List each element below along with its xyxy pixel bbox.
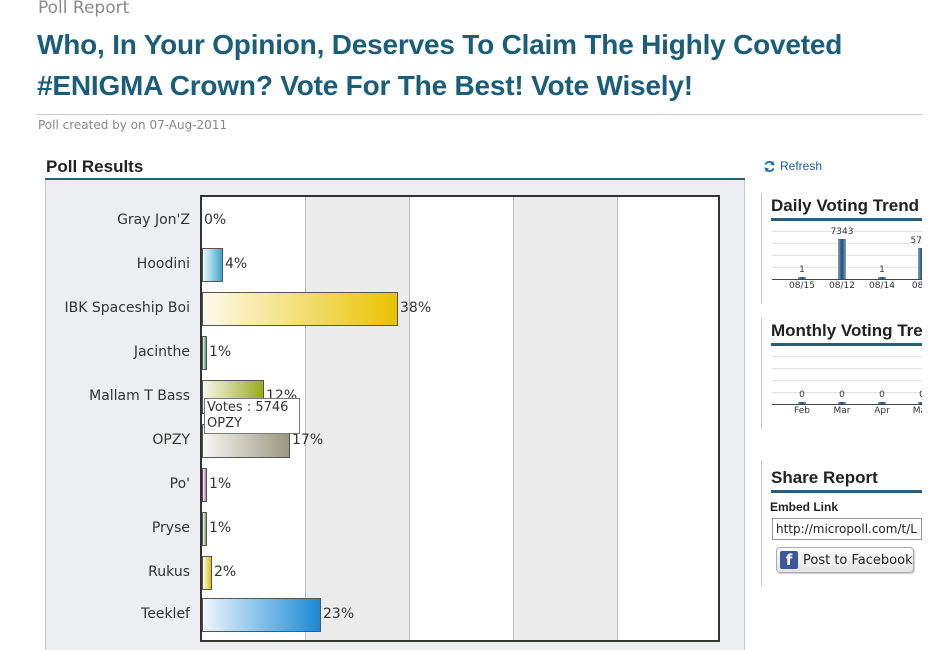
trend-tick-label: 08/1 xyxy=(911,281,922,291)
gridline xyxy=(617,197,618,640)
embed-link-input[interactable] xyxy=(772,518,922,540)
trend-tick-label: May xyxy=(912,406,922,416)
mini-gridline xyxy=(772,380,922,381)
trend-bar xyxy=(798,402,806,404)
trend-value: 0 xyxy=(879,390,885,400)
mini-gridline xyxy=(772,243,922,244)
trend-tick-label: 08/12 xyxy=(829,281,855,291)
category-label: Jacinthe xyxy=(133,344,190,360)
plot-shade xyxy=(305,197,409,640)
trend-tick-label: 08/14 xyxy=(869,281,895,291)
tooltip-votes: Votes : 5746 xyxy=(207,400,289,415)
trend-bar xyxy=(878,402,886,404)
category-label: Gray Jon'Z xyxy=(117,212,190,228)
percent-label: 1% xyxy=(209,344,232,360)
gridline xyxy=(513,197,514,640)
facebook-icon: f xyxy=(780,551,798,569)
monthly-trend-rule xyxy=(771,343,922,346)
trend-tick-label: 08/15 xyxy=(789,281,815,291)
mini-baseline xyxy=(772,279,922,280)
monthly-trend-title: Monthly Voting Trend xyxy=(771,321,922,340)
refresh-icon xyxy=(764,160,775,172)
result-bar[interactable] xyxy=(202,598,321,632)
mini-gridline xyxy=(772,267,922,268)
mini-gridline xyxy=(772,368,922,369)
category-label: Mallam T Bass xyxy=(89,388,190,404)
share-title: Share Report xyxy=(771,468,878,487)
trend-bar xyxy=(918,402,922,404)
tooltip-name: OPZY xyxy=(207,416,242,431)
percent-label: 38% xyxy=(400,300,432,316)
result-bar[interactable] xyxy=(202,336,207,370)
trend-tick-label: Feb xyxy=(794,406,810,416)
result-bar[interactable] xyxy=(202,556,212,590)
page-title-line-1: Who, In Your Opinion, Deserves To Claim … xyxy=(37,29,843,60)
poll-results-rule xyxy=(45,178,745,180)
category-label: Po' xyxy=(169,476,190,492)
category-label: Pryse xyxy=(151,520,190,536)
mini-gridline xyxy=(772,255,922,256)
post-to-facebook-button[interactable]: f Post to Facebook xyxy=(776,547,914,573)
post-to-facebook-label: Post to Facebook xyxy=(803,552,913,568)
trend-bar xyxy=(838,239,846,279)
percent-label: 4% xyxy=(225,256,248,272)
daily-trend-chart: 1 08/15 7343 08/12 1 08/14 5746 08/1 xyxy=(772,227,922,303)
trend-bar xyxy=(878,277,886,279)
refresh-label: Refresh xyxy=(780,159,823,173)
page-title-line-2: #ENIGMA Crown? Vote For The Best! Vote W… xyxy=(37,70,693,101)
plot-area xyxy=(200,195,720,642)
trend-value: 1 xyxy=(799,265,805,275)
category-label: OPZY xyxy=(152,432,190,448)
page-title: Who, In Your Opinion, Deserves To Claim … xyxy=(37,24,927,106)
gridline xyxy=(305,197,306,640)
result-bar[interactable] xyxy=(202,468,207,502)
gridline xyxy=(409,197,410,640)
poll-meta: Poll created by on 07-Aug-2011 xyxy=(38,118,228,132)
percent-label: 2% xyxy=(214,564,237,580)
daily-trend-title: Daily Voting Trend xyxy=(771,196,919,215)
percent-label: 1% xyxy=(209,520,232,536)
report-label: Poll Report xyxy=(38,0,130,18)
daily-trend-rule xyxy=(771,218,922,221)
result-bar[interactable] xyxy=(202,292,398,326)
trend-bar xyxy=(838,402,846,404)
percent-label: 0% xyxy=(204,212,227,228)
category-label: IBK Spaceship Boi xyxy=(64,300,190,316)
category-label: Hoodini xyxy=(136,256,190,272)
embed-link-label: Embed Link xyxy=(770,500,839,514)
percent-label: 1% xyxy=(209,476,232,492)
result-bar[interactable] xyxy=(202,512,207,546)
title-divider xyxy=(37,114,922,115)
percent-label: 23% xyxy=(323,606,355,622)
vote-tooltip: Votes : 5746 OPZY xyxy=(204,398,300,434)
result-bar[interactable] xyxy=(202,248,223,282)
monthly-trend-chart: 0 Feb 0 Mar 0 Apr 0 May xyxy=(772,352,922,428)
mini-baseline xyxy=(772,404,922,405)
daily-trend-box: Daily Voting Trend 1 08/15 7343 08/12 1 08/14… xyxy=(761,193,922,304)
plot-shade xyxy=(513,197,617,640)
refresh-link[interactable]: Refresh xyxy=(763,159,822,173)
share-box: Share Report xyxy=(761,460,922,586)
mini-gridline xyxy=(772,356,922,357)
trend-bar xyxy=(918,248,922,279)
share-rule xyxy=(771,490,922,493)
mini-gridline xyxy=(772,392,922,393)
trend-value: 1 xyxy=(879,265,885,275)
category-label: Teeklef xyxy=(141,606,190,622)
trend-value: 5746 xyxy=(910,236,922,246)
trend-value: 0 xyxy=(799,390,805,400)
poll-results-title: Poll Results xyxy=(46,157,144,176)
trend-value: 0 xyxy=(839,390,845,400)
trend-bar xyxy=(798,277,806,279)
trend-tick-label: Mar xyxy=(833,406,851,416)
monthly-trend-box: Monthly Voting Trend 0 Feb 0 Mar 0 Apr 0 May xyxy=(761,318,922,429)
trend-tick-label: Apr xyxy=(874,406,890,416)
percent-label: 17% xyxy=(292,432,324,448)
category-label: Rukus xyxy=(148,564,190,580)
trend-value: 0 xyxy=(907,390,922,400)
mini-gridline xyxy=(772,231,922,232)
trend-value: 7343 xyxy=(830,227,854,237)
